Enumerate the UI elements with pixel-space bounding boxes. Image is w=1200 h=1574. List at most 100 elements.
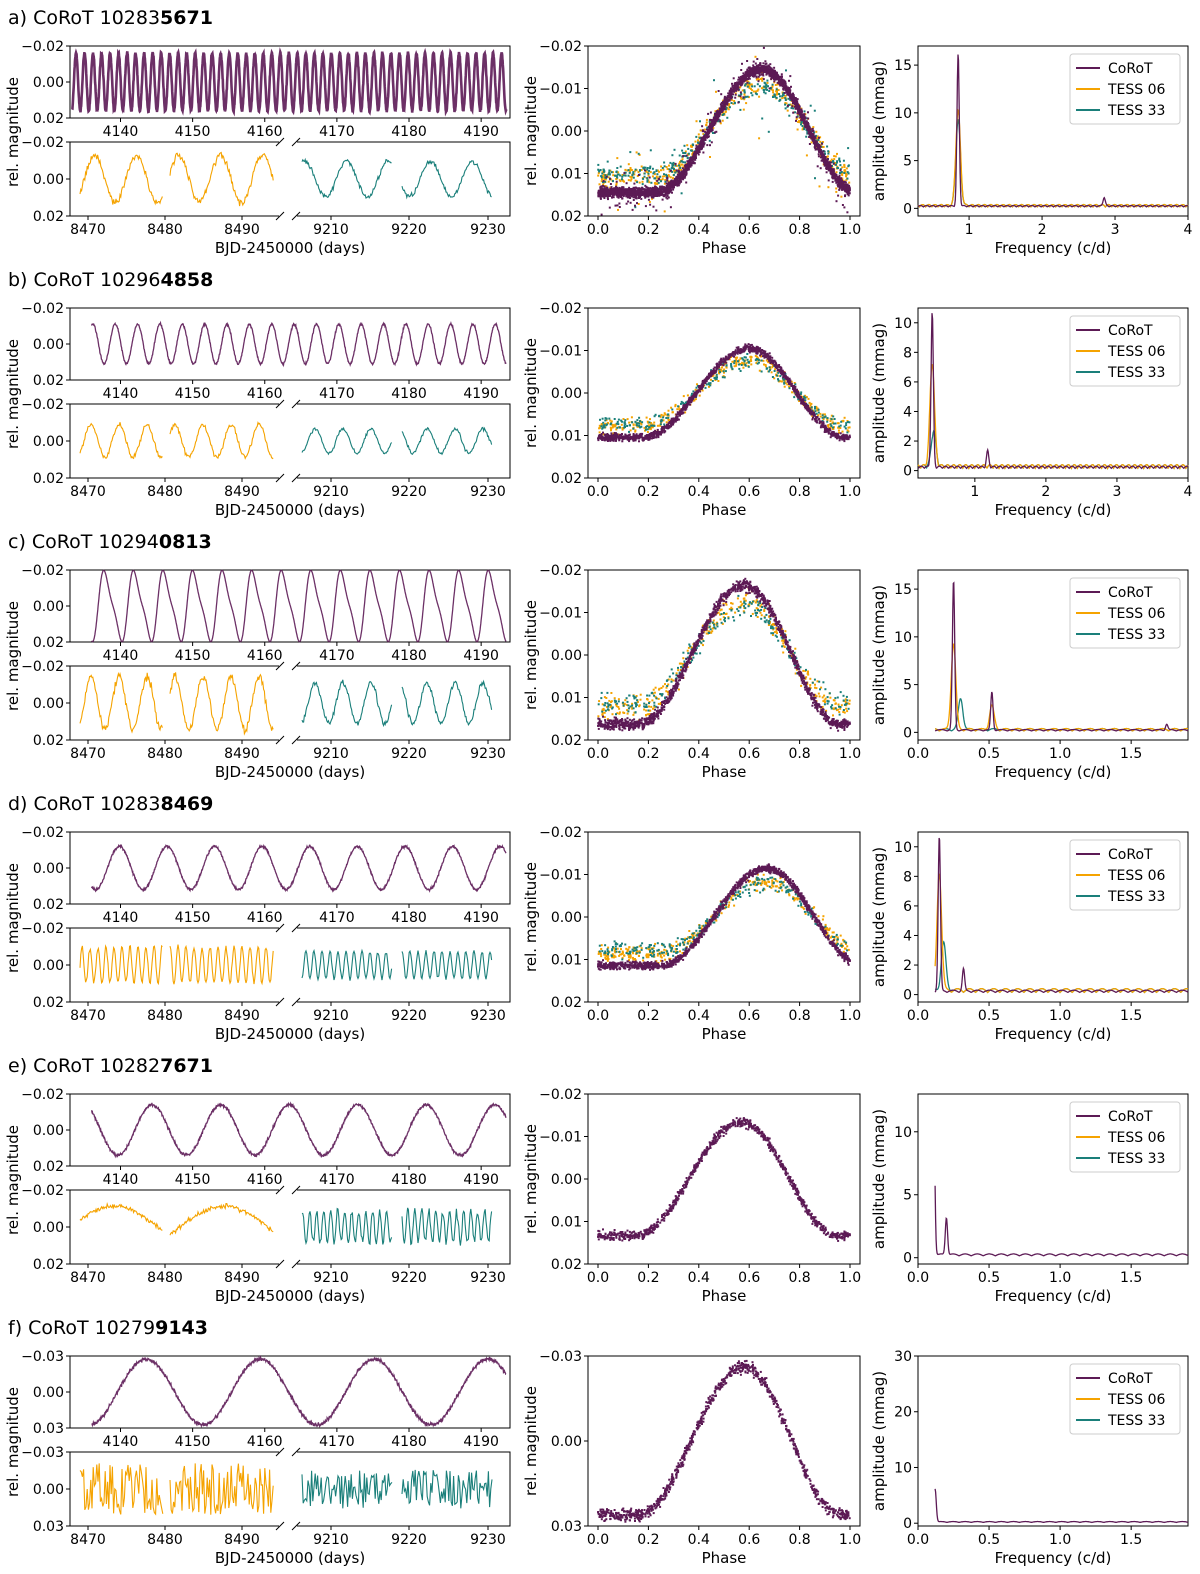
bjd-axis-label: BJD-2450000 (days)	[215, 1549, 365, 1567]
corot-lc-axes	[69, 831, 511, 905]
tess-lc-xtick-label: 8480	[147, 484, 183, 500]
phase-ytick-label: −0.02	[539, 1087, 582, 1103]
tess-lc-xtick-label: 9210	[313, 222, 349, 238]
legend-label-tess33: TESS 33	[1107, 627, 1165, 643]
axis-break-mark	[291, 997, 301, 1007]
tess-lc-xtick-label: 8480	[147, 222, 183, 238]
periodogram-ytick-label: 5	[903, 154, 912, 170]
axis-break-mark	[291, 473, 301, 483]
tess-lc-xtick-label: 8470	[70, 1008, 106, 1024]
periodogram-line-tess33	[917, 429, 1189, 470]
periodogram-xtick-label: 0.5	[978, 1008, 1000, 1024]
tess33-lc-line	[401, 426, 493, 456]
periodogram-ytick-label: 30	[894, 1349, 912, 1365]
phase-ytick-label: −0.01	[539, 606, 582, 622]
phase-axis-label: Phase	[702, 1287, 747, 1305]
amplitude-axis-label: amplitude (mmag)	[870, 61, 888, 201]
panel-title: e) CoRoT 102827671	[8, 1055, 213, 1077]
tess-lc-xtick-label: 8480	[147, 1008, 183, 1024]
tess-lc-xtick-label: 8490	[224, 746, 260, 762]
axis-break-mark	[291, 1447, 301, 1457]
tess33-lc-line	[301, 426, 393, 456]
legend-label-tess06: TESS 06	[1107, 1130, 1166, 1146]
corot-lc-xtick-label: 4160	[247, 386, 283, 402]
tess-lc-xtick-label: 8470	[70, 1270, 106, 1286]
axis-break-mark	[291, 399, 301, 409]
periodogram-line-corot	[934, 1488, 1189, 1524]
periodogram-ytick-label: 8	[903, 869, 912, 885]
corot-lc-xtick-label: 4140	[103, 124, 139, 140]
corot-lc-ytick-label: 0.00	[33, 75, 64, 91]
phase-ytick-label: 0.00	[551, 1172, 582, 1188]
periodogram-line-corot	[917, 54, 1189, 208]
phase-points-tess06	[597, 587, 851, 722]
axis-break-mark	[291, 1521, 301, 1531]
phase-ytick-label: 0.01	[551, 167, 582, 183]
phase-ytick-label: 0.00	[551, 124, 582, 140]
phase-points-tess06	[598, 354, 851, 438]
axis-break-mark	[275, 735, 285, 745]
periodogram-ytick-label: 10	[894, 1460, 912, 1476]
panel-title-prefix: f) CoRoT 10279	[8, 1317, 155, 1339]
phase-xtick-label: 0.6	[738, 746, 760, 762]
phase-ylabel: rel. magnitude	[522, 76, 540, 186]
axis-break-mark	[275, 661, 285, 671]
corot-lc-xtick-label: 4150	[175, 910, 211, 926]
corot-lc-ytick-label: 0.02	[33, 897, 64, 913]
corot-lc-line	[91, 569, 507, 643]
legend-label-tess06: TESS 06	[1107, 868, 1166, 884]
corot-lc-xtick-label: 4180	[391, 1172, 427, 1188]
corot-lc-xtick-label: 4180	[391, 386, 427, 402]
corot-lc-ytick-label: 0.03	[33, 1421, 64, 1437]
phase-ytick-label: −0.02	[539, 301, 582, 317]
tess-lc-ytick-label: −0.02	[21, 135, 64, 151]
axis-break-mark	[291, 923, 301, 933]
corot-lc-xtick-label: 4190	[463, 648, 499, 664]
periodogram-xtick-label: 1.5	[1120, 1532, 1142, 1548]
corot-lc-xtick-label: 4160	[247, 1434, 283, 1450]
tess06-lc-axes	[69, 141, 281, 217]
phase-ytick-label: 0.03	[551, 1519, 582, 1535]
periodogram-xtick-label: 1	[970, 484, 979, 500]
phase-xtick-label: 0.6	[738, 1532, 760, 1548]
phase-axis-label: Phase	[702, 239, 747, 257]
axis-break-gap	[279, 665, 297, 741]
legend-label-corot: CoRoT	[1108, 585, 1153, 601]
corot-lc-line	[71, 47, 508, 117]
corot-lc-xtick-label: 4190	[463, 124, 499, 140]
axis-break-gap	[279, 1451, 297, 1527]
phase-xtick-label: 0.2	[637, 484, 659, 500]
periodogram-ytick-label: 4	[903, 404, 912, 420]
legend-label-tess06: TESS 06	[1107, 606, 1166, 622]
phase-ytick-label: −0.01	[539, 344, 582, 360]
phase-xtick-label: 1.0	[839, 1532, 861, 1548]
corot-lc-xtick-label: 4180	[391, 1434, 427, 1450]
phase-xtick-label: 0.0	[587, 1270, 609, 1286]
periodogram-ytick-label: 15	[894, 582, 912, 598]
tess-lc-xtick-label: 8470	[70, 222, 106, 238]
tess-lc-xtick-label: 9230	[470, 746, 506, 762]
corot-lc-ytick-label: −0.02	[21, 39, 64, 55]
panel-title-prefix: a) CoRoT 10283	[8, 7, 160, 29]
rel-magnitude-axis-label: rel. magnitude	[4, 339, 22, 449]
corot-lc-ytick-label: 0.00	[33, 1123, 64, 1139]
tess06-lc-line	[79, 1463, 164, 1516]
periodogram-xtick-label: 0.0	[907, 746, 929, 762]
phase-points-corot	[597, 577, 851, 732]
tess-lc-xtick-label: 9210	[313, 746, 349, 762]
tess-lc-xtick-label: 8490	[224, 1270, 260, 1286]
periodogram-xtick-label: 0.5	[978, 1532, 1000, 1548]
frequency-axis-label: Frequency (c/d)	[995, 1287, 1112, 1305]
phase-xtick-label: 0.8	[788, 1008, 810, 1024]
corot-lc-axes	[69, 307, 511, 381]
periodogram-line-tess06	[934, 872, 1189, 994]
tess06-lc-line	[79, 944, 163, 986]
periodogram-ytick-label: 10	[894, 106, 912, 122]
periodogram-ytick-label: 15	[894, 58, 912, 74]
periodogram-ytick-label: 6	[903, 899, 912, 915]
corot-lc-ytick-label: 0.00	[33, 599, 64, 615]
corot-lc-ytick-label: 0.02	[33, 111, 64, 127]
phase-ytick-label: 0.01	[551, 1215, 582, 1231]
corot-lc-ytick-label: −0.03	[21, 1349, 64, 1365]
